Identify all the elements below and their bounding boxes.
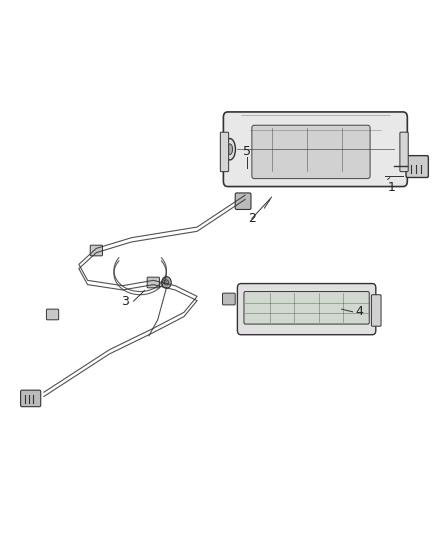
FancyBboxPatch shape [237, 284, 376, 335]
FancyBboxPatch shape [371, 295, 381, 326]
Text: 4: 4 [355, 305, 363, 318]
FancyBboxPatch shape [223, 112, 407, 187]
FancyBboxPatch shape [244, 292, 369, 324]
Text: 1: 1 [388, 181, 396, 194]
Text: 3: 3 [121, 295, 129, 308]
Ellipse shape [225, 139, 236, 160]
FancyBboxPatch shape [400, 132, 408, 172]
FancyBboxPatch shape [220, 132, 229, 172]
Ellipse shape [164, 280, 169, 285]
FancyBboxPatch shape [90, 245, 102, 256]
FancyBboxPatch shape [235, 193, 251, 209]
Ellipse shape [162, 277, 171, 288]
FancyBboxPatch shape [147, 277, 159, 288]
FancyBboxPatch shape [252, 125, 370, 179]
FancyBboxPatch shape [46, 309, 59, 320]
FancyBboxPatch shape [21, 390, 41, 407]
Ellipse shape [227, 144, 233, 155]
FancyBboxPatch shape [406, 156, 428, 177]
Text: 5: 5 [244, 146, 251, 158]
Text: 2: 2 [248, 212, 256, 225]
FancyBboxPatch shape [223, 293, 235, 305]
